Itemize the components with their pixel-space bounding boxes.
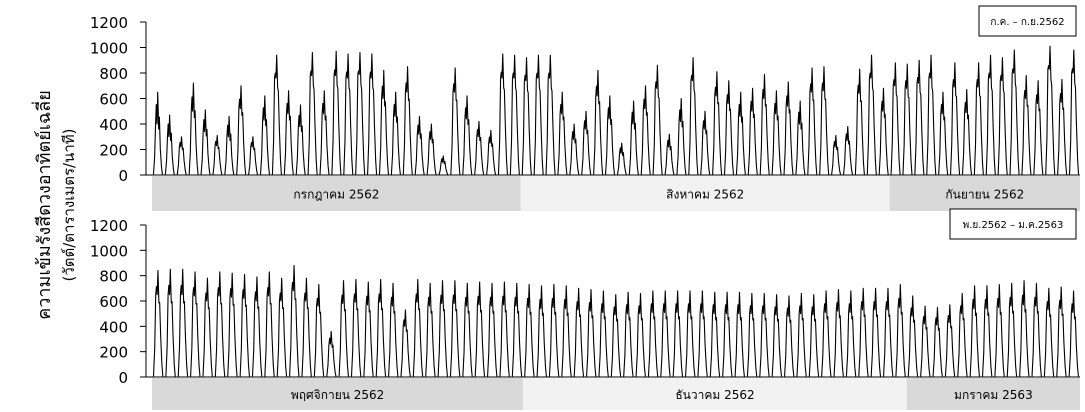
period-box xyxy=(978,5,1077,37)
period-box xyxy=(949,208,1077,240)
radiation-series-line xyxy=(152,45,1080,176)
y-tick-label: 1200 xyxy=(90,217,128,235)
month-band xyxy=(906,378,1080,410)
y-axis-title: ความเข้มรังสีดวงอาทิตย์เฉลี่ย (วัตต์/ตาร… xyxy=(31,90,78,319)
month-band xyxy=(520,176,890,211)
y-axis-label-units: (วัตต์/ตารางเมตร/นาที) xyxy=(60,128,78,281)
radiation-series-line xyxy=(152,264,1080,378)
y-tick-label: 1000 xyxy=(90,40,128,58)
month-label: พฤศจิกายน 2562 xyxy=(291,388,384,402)
month-band xyxy=(889,176,1080,211)
y-tick-label: 600 xyxy=(99,91,128,109)
panels: 0 200 400 600 800 1000 1200 กรกฎาคม 2562 สิงหาคม… xyxy=(90,5,1080,410)
month-band xyxy=(152,378,524,410)
y-tick-label: 200 xyxy=(99,142,128,160)
chart-panel: 0 200 400 600 800 1000 1200 พฤศจิกายน 2562 ธันวา… xyxy=(90,208,1080,410)
chart-panel: 0 200 400 600 800 1000 1200 กรกฎาคม 2562 สิงหาคม… xyxy=(90,5,1080,211)
y-tick-label: 600 xyxy=(99,293,128,311)
period-label: ก.ค. – ก.ย.2562 xyxy=(990,17,1064,28)
y-tick-label: 800 xyxy=(99,268,128,286)
month-band xyxy=(152,176,521,211)
y-tick-label: 1200 xyxy=(90,14,128,32)
month-band xyxy=(523,378,907,410)
y-tick-label: 0 xyxy=(118,369,128,387)
month-label: สิงหาคม 2562 xyxy=(666,188,744,202)
month-label: ธันวาคม 2562 xyxy=(675,388,754,402)
y-axis-label-main: ความเข้มรังสีดวงอาทิตย์เฉลี่ย xyxy=(31,90,55,319)
month-label: กันยายน 2562 xyxy=(945,188,1024,202)
y-tick-label: 200 xyxy=(99,344,128,362)
y-tick-label: 800 xyxy=(99,65,128,83)
month-label: มกราคม 2563 xyxy=(954,388,1033,402)
y-tick-label: 400 xyxy=(99,116,128,134)
month-label: กรกฎาคม 2562 xyxy=(293,188,379,202)
y-tick-label: 400 xyxy=(99,318,128,336)
period-label: พ.ย.2562 – ม.ค.2563 xyxy=(963,220,1064,231)
y-tick-label: 1000 xyxy=(90,242,128,260)
y-tick-label: 0 xyxy=(118,167,128,185)
